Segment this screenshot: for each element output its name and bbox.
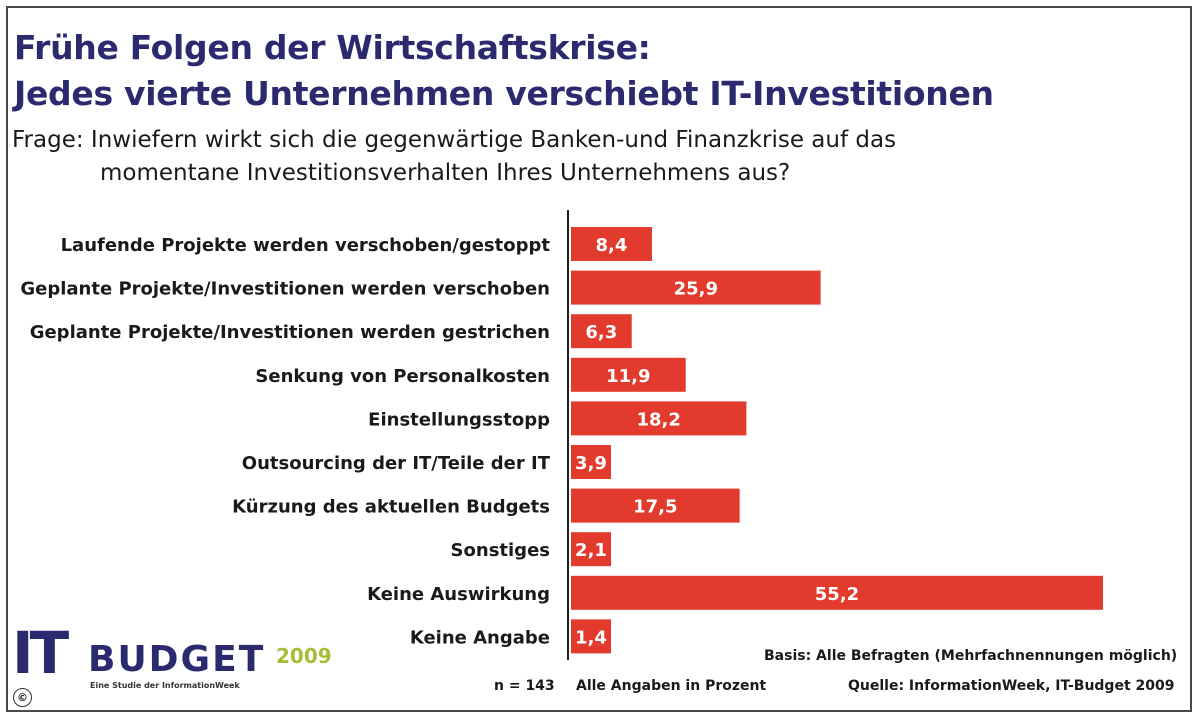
category-label-6: Kürzung des aktuellen Budgets <box>232 497 550 518</box>
category-label-1: Geplante Projekte/Investitionen werden v… <box>20 279 550 300</box>
bar-8 <box>571 575 1103 610</box>
logo-budget-text: BUDGET <box>88 639 266 680</box>
logo-subtitle: Eine Studie der InformationWeek <box>90 681 240 690</box>
question-line1: Frage: Inwiefern wirkt sich die gegenwär… <box>12 127 897 153</box>
category-label-7: Sonstiges <box>451 540 550 561</box>
basis-note: Basis: Alle Befragten (Mehrfachnennungen… <box>764 648 1178 664</box>
value-label-4: 18,2 <box>636 409 680 430</box>
bar-4 <box>571 401 747 436</box>
chart-title-line1: Frühe Folgen der Wirtschaftskrise: <box>14 28 651 67</box>
value-label-6: 17,5 <box>633 497 677 518</box>
bar-3 <box>571 357 686 392</box>
bar-2 <box>571 314 632 349</box>
bar-0 <box>571 227 652 261</box>
value-label-5: 3,9 <box>575 453 607 474</box>
source-note: Quelle: InformationWeek, IT-Budget 2009 <box>848 678 1175 694</box>
value-label-7: 2,1 <box>575 540 607 561</box>
category-label-2: Geplante Projekte/Investitionen werden g… <box>30 322 550 343</box>
logo-year-text: 2009 <box>276 644 332 668</box>
value-label-1: 25,9 <box>674 279 718 300</box>
value-label-0: 8,4 <box>596 235 628 256</box>
units-note: Alle Angaben in Prozent <box>576 678 767 694</box>
category-label-9: Keine Angabe <box>410 627 550 648</box>
value-label-8: 55,2 <box>815 584 859 605</box>
sample-size-note: n = 143 <box>494 678 555 694</box>
category-label-3: Senkung von Personalkosten <box>255 366 550 387</box>
bar-6 <box>571 488 740 523</box>
value-label-2: 6,3 <box>585 322 617 343</box>
value-label-9: 1,4 <box>575 627 607 648</box>
logo-it-text: IT <box>12 619 69 687</box>
it-budget-logo: IT BUDGET 2009 Eine Studie der Informati… <box>10 624 350 704</box>
chart-title-line2: Jedes vierte Unternehmen verschiebt IT-I… <box>14 74 994 113</box>
category-label-0: Laufende Projekte werden verschoben/gest… <box>61 235 551 256</box>
copyright-icon: © <box>13 688 32 707</box>
bar-5 <box>571 445 611 479</box>
bar-7 <box>571 532 611 567</box>
bar-9 <box>571 619 611 654</box>
category-label-5: Outsourcing der IT/Teile der IT <box>242 453 551 474</box>
value-label-3: 11,9 <box>606 366 650 387</box>
question-line2: momentane Investitionsverhalten Ihres Un… <box>100 160 791 186</box>
category-label-8: Keine Auswirkung <box>367 584 550 605</box>
category-label-4: Einstellungsstopp <box>368 409 550 430</box>
bar-1 <box>571 270 821 305</box>
